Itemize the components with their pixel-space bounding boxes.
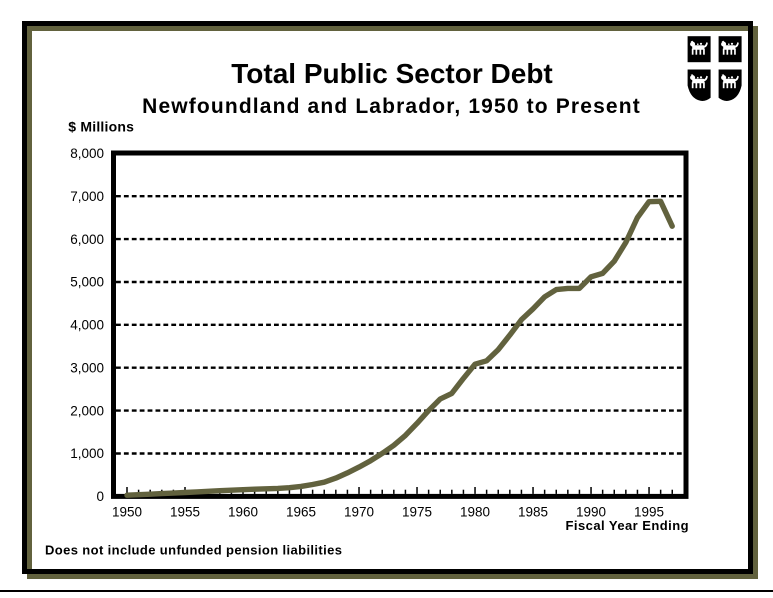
svg-text:Does not include unfunded pens: Does not include unfunded pension liabil…	[45, 543, 342, 558]
svg-text:Fiscal Year Ending: Fiscal Year Ending	[566, 518, 689, 533]
svg-text:$ Millions: $ Millions	[68, 119, 134, 135]
svg-text:1995: 1995	[634, 505, 664, 520]
svg-text:6,000: 6,000	[70, 232, 104, 247]
svg-text:1950: 1950	[112, 505, 142, 520]
svg-text:8,000: 8,000	[70, 146, 104, 161]
svg-text:4,000: 4,000	[70, 318, 104, 333]
svg-text:Newfoundland and Labrador, 195: Newfoundland and Labrador, 1950 to Prese…	[142, 95, 641, 118]
svg-text:Total Public Sector Debt: Total Public Sector Debt	[231, 58, 553, 89]
svg-text:1960: 1960	[228, 505, 258, 520]
svg-text:1985: 1985	[518, 505, 548, 520]
svg-text:3,000: 3,000	[70, 360, 104, 375]
svg-text:1980: 1980	[460, 505, 490, 520]
svg-text:2,000: 2,000	[70, 403, 104, 418]
svg-text:1955: 1955	[170, 505, 200, 520]
svg-text:1990: 1990	[576, 505, 606, 520]
svg-text:0: 0	[96, 489, 104, 504]
svg-text:1975: 1975	[402, 505, 432, 520]
svg-text:1,000: 1,000	[70, 446, 104, 461]
svg-text:7,000: 7,000	[70, 189, 104, 204]
svg-text:1970: 1970	[344, 505, 374, 520]
svg-text:5,000: 5,000	[70, 275, 104, 290]
svg-text:1965: 1965	[286, 505, 316, 520]
